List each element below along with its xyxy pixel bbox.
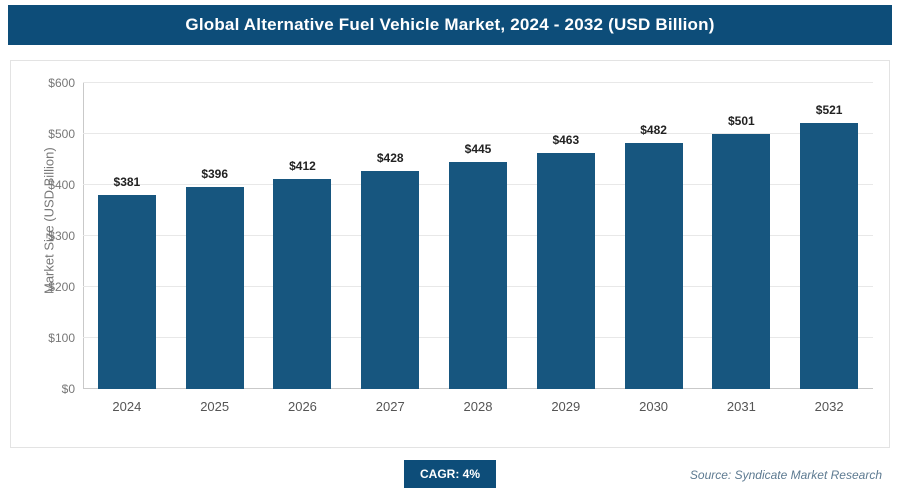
bar-group: $381 [83,83,171,389]
x-tick-label: 2032 [814,398,844,414]
bar-group: $521 [785,83,873,389]
bar-value-label: $412 [289,158,316,173]
x-tick-label: 2029 [551,398,581,414]
y-axis-title-wrap: Market Size (USD Billion) [25,61,57,407]
bar-group: $445 [434,83,522,389]
gridline [83,133,873,134]
bar-value-label: $482 [640,123,667,138]
x-tick-label: 2027 [375,398,405,414]
bar [712,133,771,389]
chart-title: Global Alternative Fuel Vehicle Market, … [185,15,715,34]
bar-value-label: $501 [728,113,755,128]
bar-group: $463 [522,83,610,389]
bar-value-label: $445 [464,142,492,157]
chart-card: Market Size (USD Billion) $0 $100 $200 $300… [10,60,890,448]
cagr-badge: CAGR: 4% [403,460,497,488]
source-attribution: Source: Syndicate Market Research [689,468,882,482]
bar [273,178,332,389]
plot-area: $0 $100 $200 $300 $400 $500 $600 $381 $396 $412 $… [48,76,873,396]
bar [800,123,859,389]
x-tick-label: 2024 [112,398,142,414]
x-tick-label: 2025 [200,398,230,414]
x-tick-label: 2028 [463,398,493,414]
bar-group: $428 [346,83,434,389]
x-tick-label: 2026 [287,398,317,414]
gridline [83,82,873,83]
chart-title-banner: Global Alternative Fuel Vehicle Market, … [8,5,892,45]
bars-container: $381 $396 $412 $428 $445 $463 $482 $501 $521 [83,83,873,389]
bar [449,162,507,389]
y-tick-label: $200 [48,280,75,294]
y-tick-label: $100 [48,331,75,345]
bar [536,152,595,389]
x-axis-labels: 2024 2025 2026 2027 2028 2029 2030 2031 2032 [83,395,873,417]
bar-value-label: $463 [552,132,580,147]
bar-value-label: $396 [201,167,229,182]
bar [97,194,156,389]
bar [361,170,420,389]
y-tick-label: $400 [48,178,75,192]
bar-value-label: $381 [113,174,141,189]
bar-group: $396 [171,83,259,389]
bar-value-label: $428 [376,150,404,165]
bar [185,187,244,389]
footer: CAGR: 4% Source: Syndicate Market Resear… [0,458,900,492]
bar-group: $412 [259,83,347,389]
y-tick-label: $300 [48,229,75,243]
bar-group: $482 [610,83,698,389]
y-axis-line [83,83,84,389]
bar [624,143,683,389]
bar-group: $501 [697,83,785,389]
y-tick-label: $500 [48,127,75,141]
bar-value-label: $521 [815,103,843,118]
x-tick-label: 2030 [639,398,669,414]
x-tick-label: 2031 [726,398,756,414]
y-tick-label: $600 [48,76,75,90]
y-tick-label: $0 [61,382,75,396]
